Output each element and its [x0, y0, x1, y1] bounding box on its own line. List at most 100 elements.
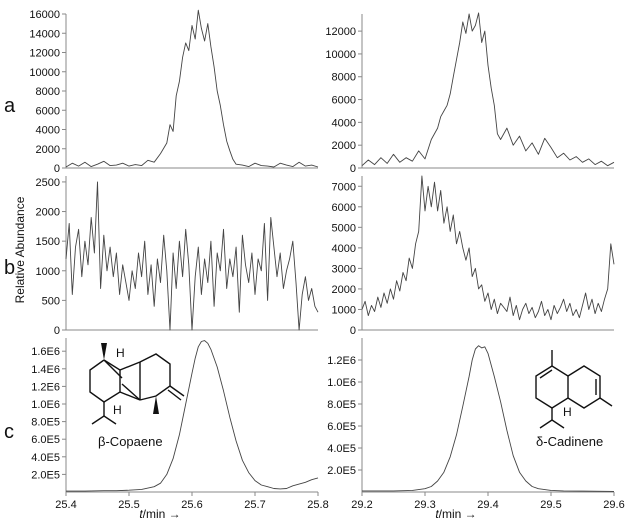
y-tick-label: 1000 [332, 304, 356, 316]
chart-panel-c-left: 2.0E5 4.0E5 6.0E5 8.0E5 1.0E6 1.2E6 1.4E6 1.6E6… [31, 338, 329, 511]
y-tick-label: 12000 [29, 48, 60, 60]
chart-panel-b-left: 0 500 1000 1500 2000 2500 [36, 176, 319, 337]
x-tick-label: 29.2 [351, 499, 372, 511]
row-label-b: b [4, 257, 15, 279]
copaene-wedge-top [101, 343, 107, 360]
copaene-isopropyl-b [103, 415, 117, 425]
y-tick-label: 5000 [332, 222, 356, 234]
y-tick-label: 2000 [36, 207, 60, 219]
y-tick-label: 6.0E5 [327, 421, 356, 433]
copaene-ring-right [139, 353, 171, 401]
y-tick-label: 8000 [36, 86, 60, 98]
y-tick-label: 2000 [332, 284, 356, 296]
x-tick-label: 25.7 [244, 499, 265, 511]
y-tick-label: 10000 [29, 67, 60, 79]
x-axis-label-rest-2: /min → [439, 507, 477, 520]
y-tick-label: 0 [350, 325, 356, 337]
series-line-b-right [361, 175, 615, 321]
y-tick-label: 1.4E6 [31, 364, 60, 376]
copaene-h-bottom: H [113, 403, 122, 417]
copaene-bridge-2 [119, 391, 141, 401]
y-tick-label: 10000 [325, 49, 356, 61]
cadinene-methyl-right [599, 397, 613, 407]
panels-layer: 0200040006000800010000120001400016000020… [29, 9, 624, 511]
y-tick-label: 4000 [332, 117, 356, 129]
cadinene-name: δ-Cadinene [536, 434, 603, 449]
series-line-c-left [66, 340, 319, 492]
cadinene-structure [535, 350, 613, 429]
copaene-ring-left [89, 359, 121, 403]
x-tick-label: 29.4 [477, 499, 498, 511]
y-tick-label: 2.0E5 [31, 469, 60, 481]
y-tick-label: 1500 [36, 236, 60, 248]
series-line-b-left [65, 181, 319, 331]
x-axis-label-left: t/min → [139, 507, 180, 520]
y-tick-label: 1.2E6 [31, 381, 60, 393]
copaene-exo-1 [169, 385, 185, 397]
series-line-a-left [65, 9, 319, 168]
y-tick-label: 4000 [36, 125, 60, 137]
x-tick-label: 25.5 [118, 499, 139, 511]
y-tick-label: 500 [42, 295, 60, 307]
y-tick-label: 3000 [332, 263, 356, 275]
x-tick-label: 29.6 [603, 499, 624, 511]
copaene-h-top: H [116, 346, 125, 360]
cadinene-ring-right [567, 365, 601, 409]
x-axis-label-italic: t [139, 507, 143, 520]
y-tick-label: 4.0E5 [327, 443, 356, 455]
x-axis-label-right: t/min → [435, 507, 476, 520]
y-tick-label: 6000 [332, 95, 356, 107]
copaene-bridge-5 [121, 383, 141, 401]
y-tick-label: 16000 [29, 9, 60, 21]
y-tick-label: 1.0E6 [31, 399, 60, 411]
chart-panel-b-right: 0 1000 2000 3000 4000 5000 6000 7000 [332, 175, 615, 337]
y-tick-label: 2000 [332, 140, 356, 152]
y-tick-label: 6.0E5 [31, 434, 60, 446]
cadinene-ring-left [535, 365, 569, 409]
y-tick-label: 1.6E6 [31, 346, 60, 358]
y-tick-label: 8000 [332, 72, 356, 84]
y-tick-label: 12000 [325, 26, 356, 38]
x-axis-label-rest: /min → [143, 507, 181, 520]
y-tick-label: 1.2E6 [327, 355, 356, 367]
cadinene-h: H [563, 405, 572, 419]
y-axis-label: Relative Abundance [13, 196, 27, 303]
series-line-c-right [362, 345, 615, 492]
y-tick-label: 8.0E5 [327, 399, 356, 411]
cadinene-isopropyl-b [551, 419, 565, 429]
y-tick-label: 4000 [332, 243, 356, 255]
y-tick-label: 2000 [36, 144, 60, 156]
row-label-a: a [4, 95, 16, 117]
x-tick-label: 25.4 [55, 499, 76, 511]
cadinene-double-1 [539, 369, 553, 379]
x-tick-label: 29.3 [414, 499, 435, 511]
y-tick-label: 2500 [36, 177, 60, 189]
y-tick-label: 4.0E5 [31, 452, 60, 464]
cadinene-isopropyl-a [539, 419, 553, 429]
y-tick-label: 1.0E6 [327, 377, 356, 389]
y-tick-label: 14000 [29, 28, 60, 40]
copaene-isopropyl-a [91, 415, 105, 425]
copaene-wedge-bottom [153, 396, 159, 414]
chart-panel-a-right: 0 2000 4000 6000 8000 10000 12000 [325, 12, 615, 175]
chart-panel-a-left: 0 2000 4000 6000 8000 10000 12000 14000 16000 [29, 9, 319, 175]
x-axis-label-italic-2: t [435, 507, 439, 520]
y-tick-label: 1000 [36, 266, 60, 278]
y-tick-label: 6000 [332, 202, 356, 214]
y-tick-label: 8.0E5 [31, 417, 60, 429]
y-tick-label: 0 [54, 325, 60, 337]
y-tick-label: 6000 [36, 105, 60, 117]
series-line-a-right [361, 12, 615, 167]
copaene-exo-2 [167, 389, 182, 401]
y-tick-label: 7000 [332, 181, 356, 193]
copaene-bridge-4 [103, 359, 123, 379]
y-tick-label: 0 [54, 163, 60, 175]
copaene-bridge-1 [119, 361, 141, 371]
row-label-c: c [4, 421, 14, 443]
copaene-name: β-Copaene [98, 434, 163, 449]
copaene-structure [89, 353, 185, 425]
y-tick-label: 0 [350, 163, 356, 175]
y-tick-label: 2.0E5 [327, 465, 356, 477]
x-tick-label: 25.8 [307, 499, 328, 511]
